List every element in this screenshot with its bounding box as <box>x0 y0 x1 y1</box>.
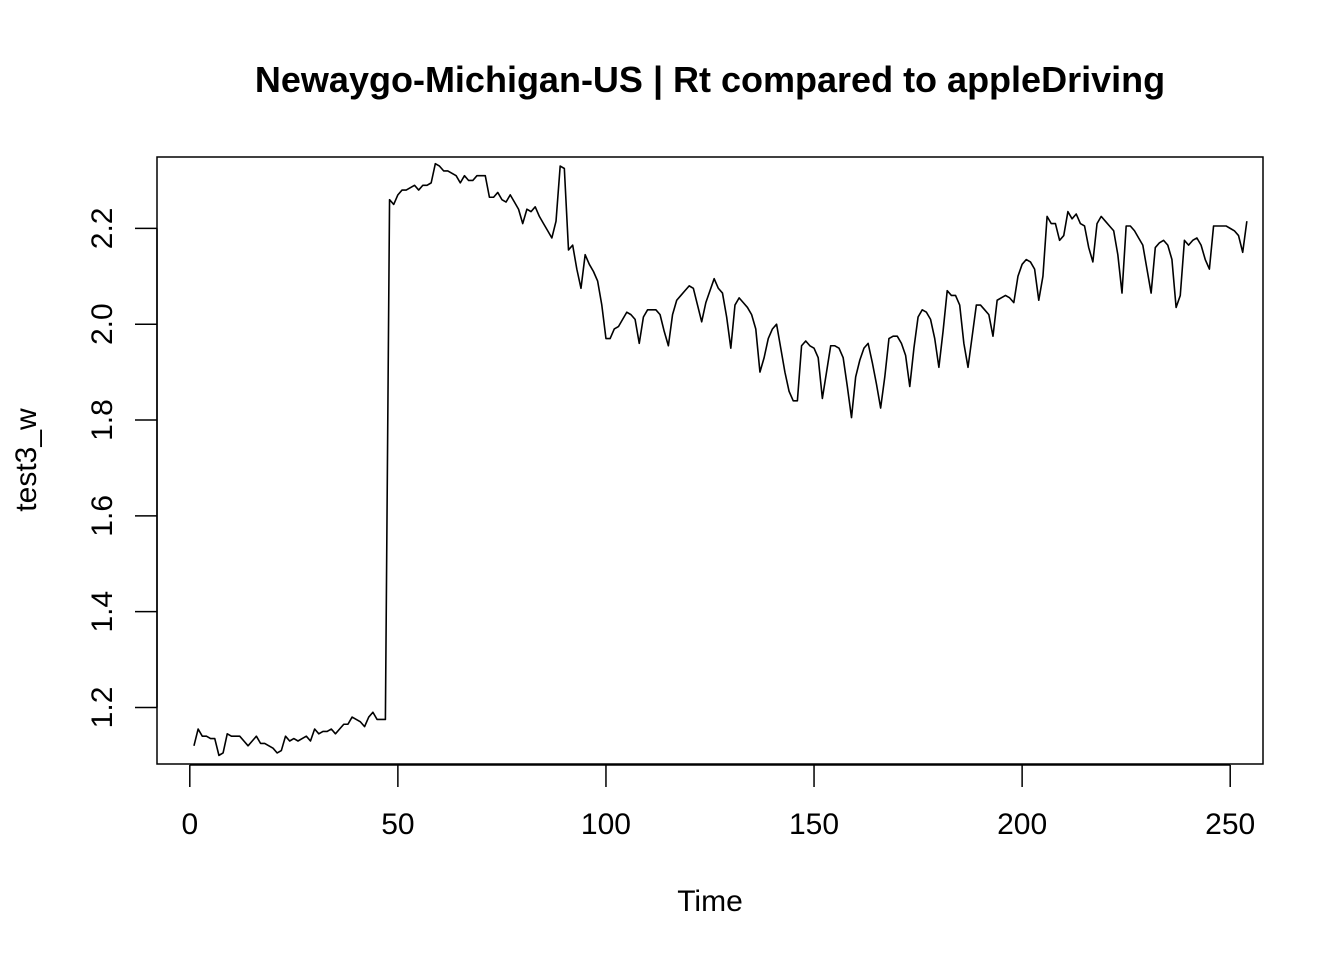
y-tick-label: 1.4 <box>86 591 119 633</box>
y-axis-label: test3_w <box>10 408 43 512</box>
y-tick-label: 1.8 <box>86 399 119 441</box>
y-axis: 1.2 1.4 1.6 1.8 2.0 2.2 <box>86 208 158 729</box>
x-axis-label: Time <box>677 885 743 918</box>
y-tick-label: 2.2 <box>86 208 119 250</box>
series-line <box>193 162 1248 757</box>
x-tick-label: 250 <box>1205 808 1255 841</box>
y-tick-label: 2.0 <box>86 303 119 345</box>
x-tick-label: 50 <box>381 808 414 841</box>
chart-title: Newaygo-Michigan-US | Rt compared to app… <box>255 59 1165 101</box>
series-layer <box>193 162 1248 757</box>
x-tick-label: 200 <box>997 808 1047 841</box>
y-tick-label: 1.2 <box>86 687 119 729</box>
x-tick-label: 0 <box>181 808 198 841</box>
x-tick-label: 100 <box>581 808 631 841</box>
x-axis: 0 50 100 150 200 250 <box>181 764 1255 841</box>
plot-frame <box>156 156 1264 765</box>
x-tick-label: 150 <box>789 808 839 841</box>
y-tick-label: 1.6 <box>86 495 119 537</box>
